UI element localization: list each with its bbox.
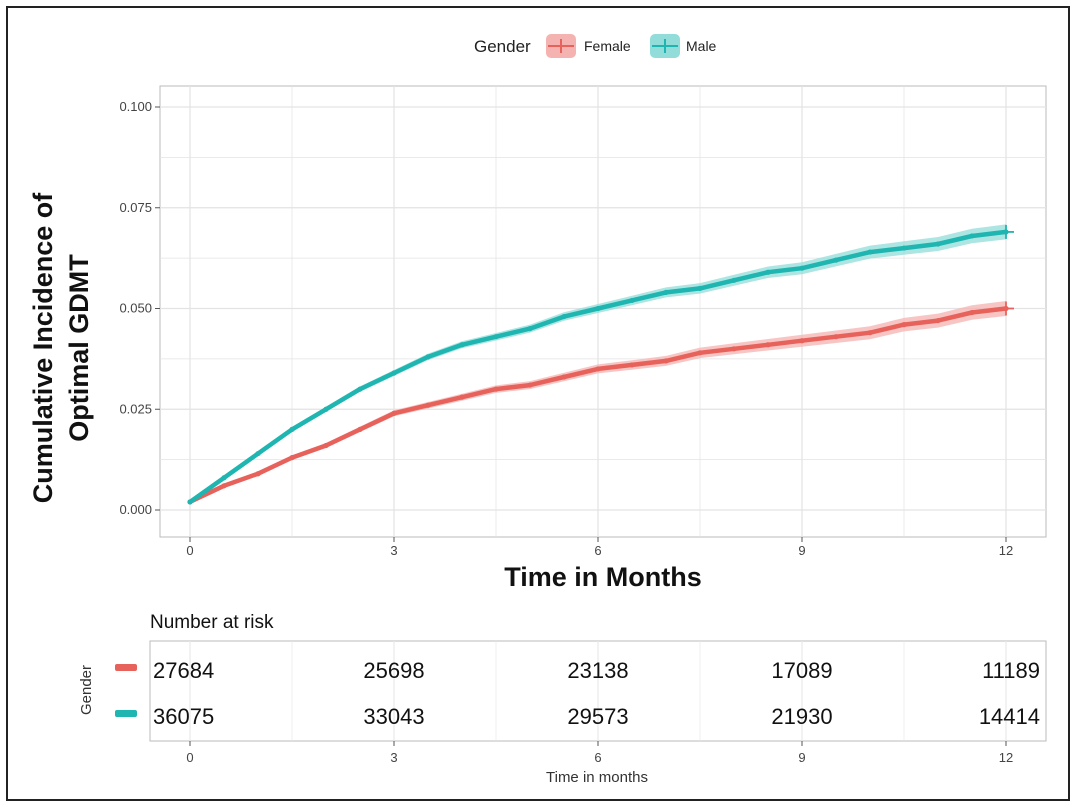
band-male	[190, 224, 1006, 504]
point-female	[391, 410, 397, 416]
point-male	[901, 245, 907, 251]
point-male	[561, 313, 567, 320]
point-female	[663, 358, 669, 364]
risk-cell-male: 36075	[153, 704, 214, 729]
risk-table-grid	[189, 641, 1007, 741]
legend-label-female: Female	[584, 38, 631, 54]
point-male	[221, 475, 227, 481]
point-male	[765, 269, 771, 275]
risk-x-tick-label: 9	[798, 750, 805, 765]
risk-cell-female: 11189	[982, 658, 1040, 683]
risk-cell-female: 27684	[153, 658, 214, 683]
point-female	[527, 382, 533, 388]
y-tick-label: 0.100	[119, 99, 152, 114]
risk-cell-female: 17089	[771, 658, 832, 683]
point-female	[357, 426, 363, 432]
point-male	[459, 342, 465, 348]
y-axis: 0.000 0.025 0.050 0.075 0.100	[119, 99, 160, 517]
x-tick-label: 0	[186, 543, 193, 558]
y-tick-label: 0.050	[119, 301, 152, 316]
point-male	[697, 285, 703, 291]
risk-row-key-female	[115, 664, 137, 671]
point-male	[731, 277, 737, 283]
risk-x-tick-label: 6	[594, 750, 601, 765]
point-female	[833, 334, 839, 340]
risk-table-strata-label: Gender	[78, 665, 95, 715]
point-female	[697, 350, 703, 356]
risk-table: 27684 25698 23138 17089 11189 36075 33043 29573…	[115, 658, 1040, 765]
risk-cell-male: 33043	[363, 704, 424, 729]
y-tick-label: 0.075	[119, 200, 152, 215]
point-female	[969, 309, 975, 316]
point-female	[561, 374, 567, 380]
series-lines	[187, 224, 1014, 505]
point-female	[425, 402, 431, 408]
x-axis-title: Time in Months	[504, 562, 702, 592]
point-male	[187, 499, 193, 505]
point-male	[289, 426, 295, 432]
legend-item-female: Female	[546, 34, 631, 58]
risk-cell-female: 23138	[567, 658, 628, 683]
point-female	[629, 362, 635, 368]
point-male	[391, 370, 397, 376]
risk-x-tick-label: 0	[186, 750, 193, 765]
point-male	[493, 334, 499, 340]
y-tick-label: 0.000	[119, 502, 152, 517]
point-female	[255, 471, 261, 477]
risk-table-x-title: Time in months	[546, 769, 648, 786]
point-male	[935, 241, 941, 247]
risk-row-key-male	[115, 710, 137, 717]
x-tick-label: 6	[594, 543, 601, 558]
risk-cell-male: 21930	[771, 704, 832, 729]
x-tick-label: 3	[390, 543, 397, 558]
x-tick-label: 12	[999, 543, 1013, 558]
point-female	[935, 317, 941, 324]
risk-x-tick-label: 3	[390, 750, 397, 765]
point-male	[255, 450, 261, 457]
point-male	[425, 354, 431, 360]
point-female	[221, 483, 227, 489]
risk-cell-male: 29573	[567, 704, 628, 729]
legend-item-male: Male	[650, 34, 717, 58]
legend-title: Gender	[474, 37, 531, 56]
point-female	[323, 442, 329, 449]
point-female	[731, 346, 737, 352]
point-female	[799, 338, 805, 344]
point-male	[357, 386, 363, 392]
point-female	[867, 330, 873, 336]
point-male	[663, 289, 669, 295]
point-male	[595, 305, 601, 312]
legend-label-male: Male	[686, 38, 717, 54]
point-female	[765, 342, 771, 348]
point-female	[459, 394, 465, 400]
point-male	[629, 297, 635, 304]
risk-table-title: Number at risk	[150, 612, 274, 633]
y-axis-title-line2: Optimal GDMT	[64, 254, 94, 442]
x-axis: 0 3 6 9 12	[186, 537, 1013, 558]
x-tick-label: 9	[798, 543, 805, 558]
risk-x-tick-label: 12	[999, 750, 1013, 765]
point-female	[901, 322, 907, 328]
y-axis-title-line1: Cumulative Incidence of	[28, 192, 58, 504]
risk-cell-female: 25698	[363, 658, 424, 683]
point-male	[867, 249, 873, 255]
legend: Gender Female Male	[474, 34, 717, 58]
point-male	[323, 406, 329, 412]
point-male	[969, 233, 975, 239]
y-tick-label: 0.025	[119, 401, 152, 416]
point-female	[289, 455, 295, 461]
point-female	[493, 386, 499, 392]
point-female	[595, 366, 601, 372]
point-male	[833, 257, 839, 263]
point-male	[527, 326, 533, 332]
risk-cell-male: 14414	[979, 704, 1040, 729]
point-male	[799, 265, 805, 271]
